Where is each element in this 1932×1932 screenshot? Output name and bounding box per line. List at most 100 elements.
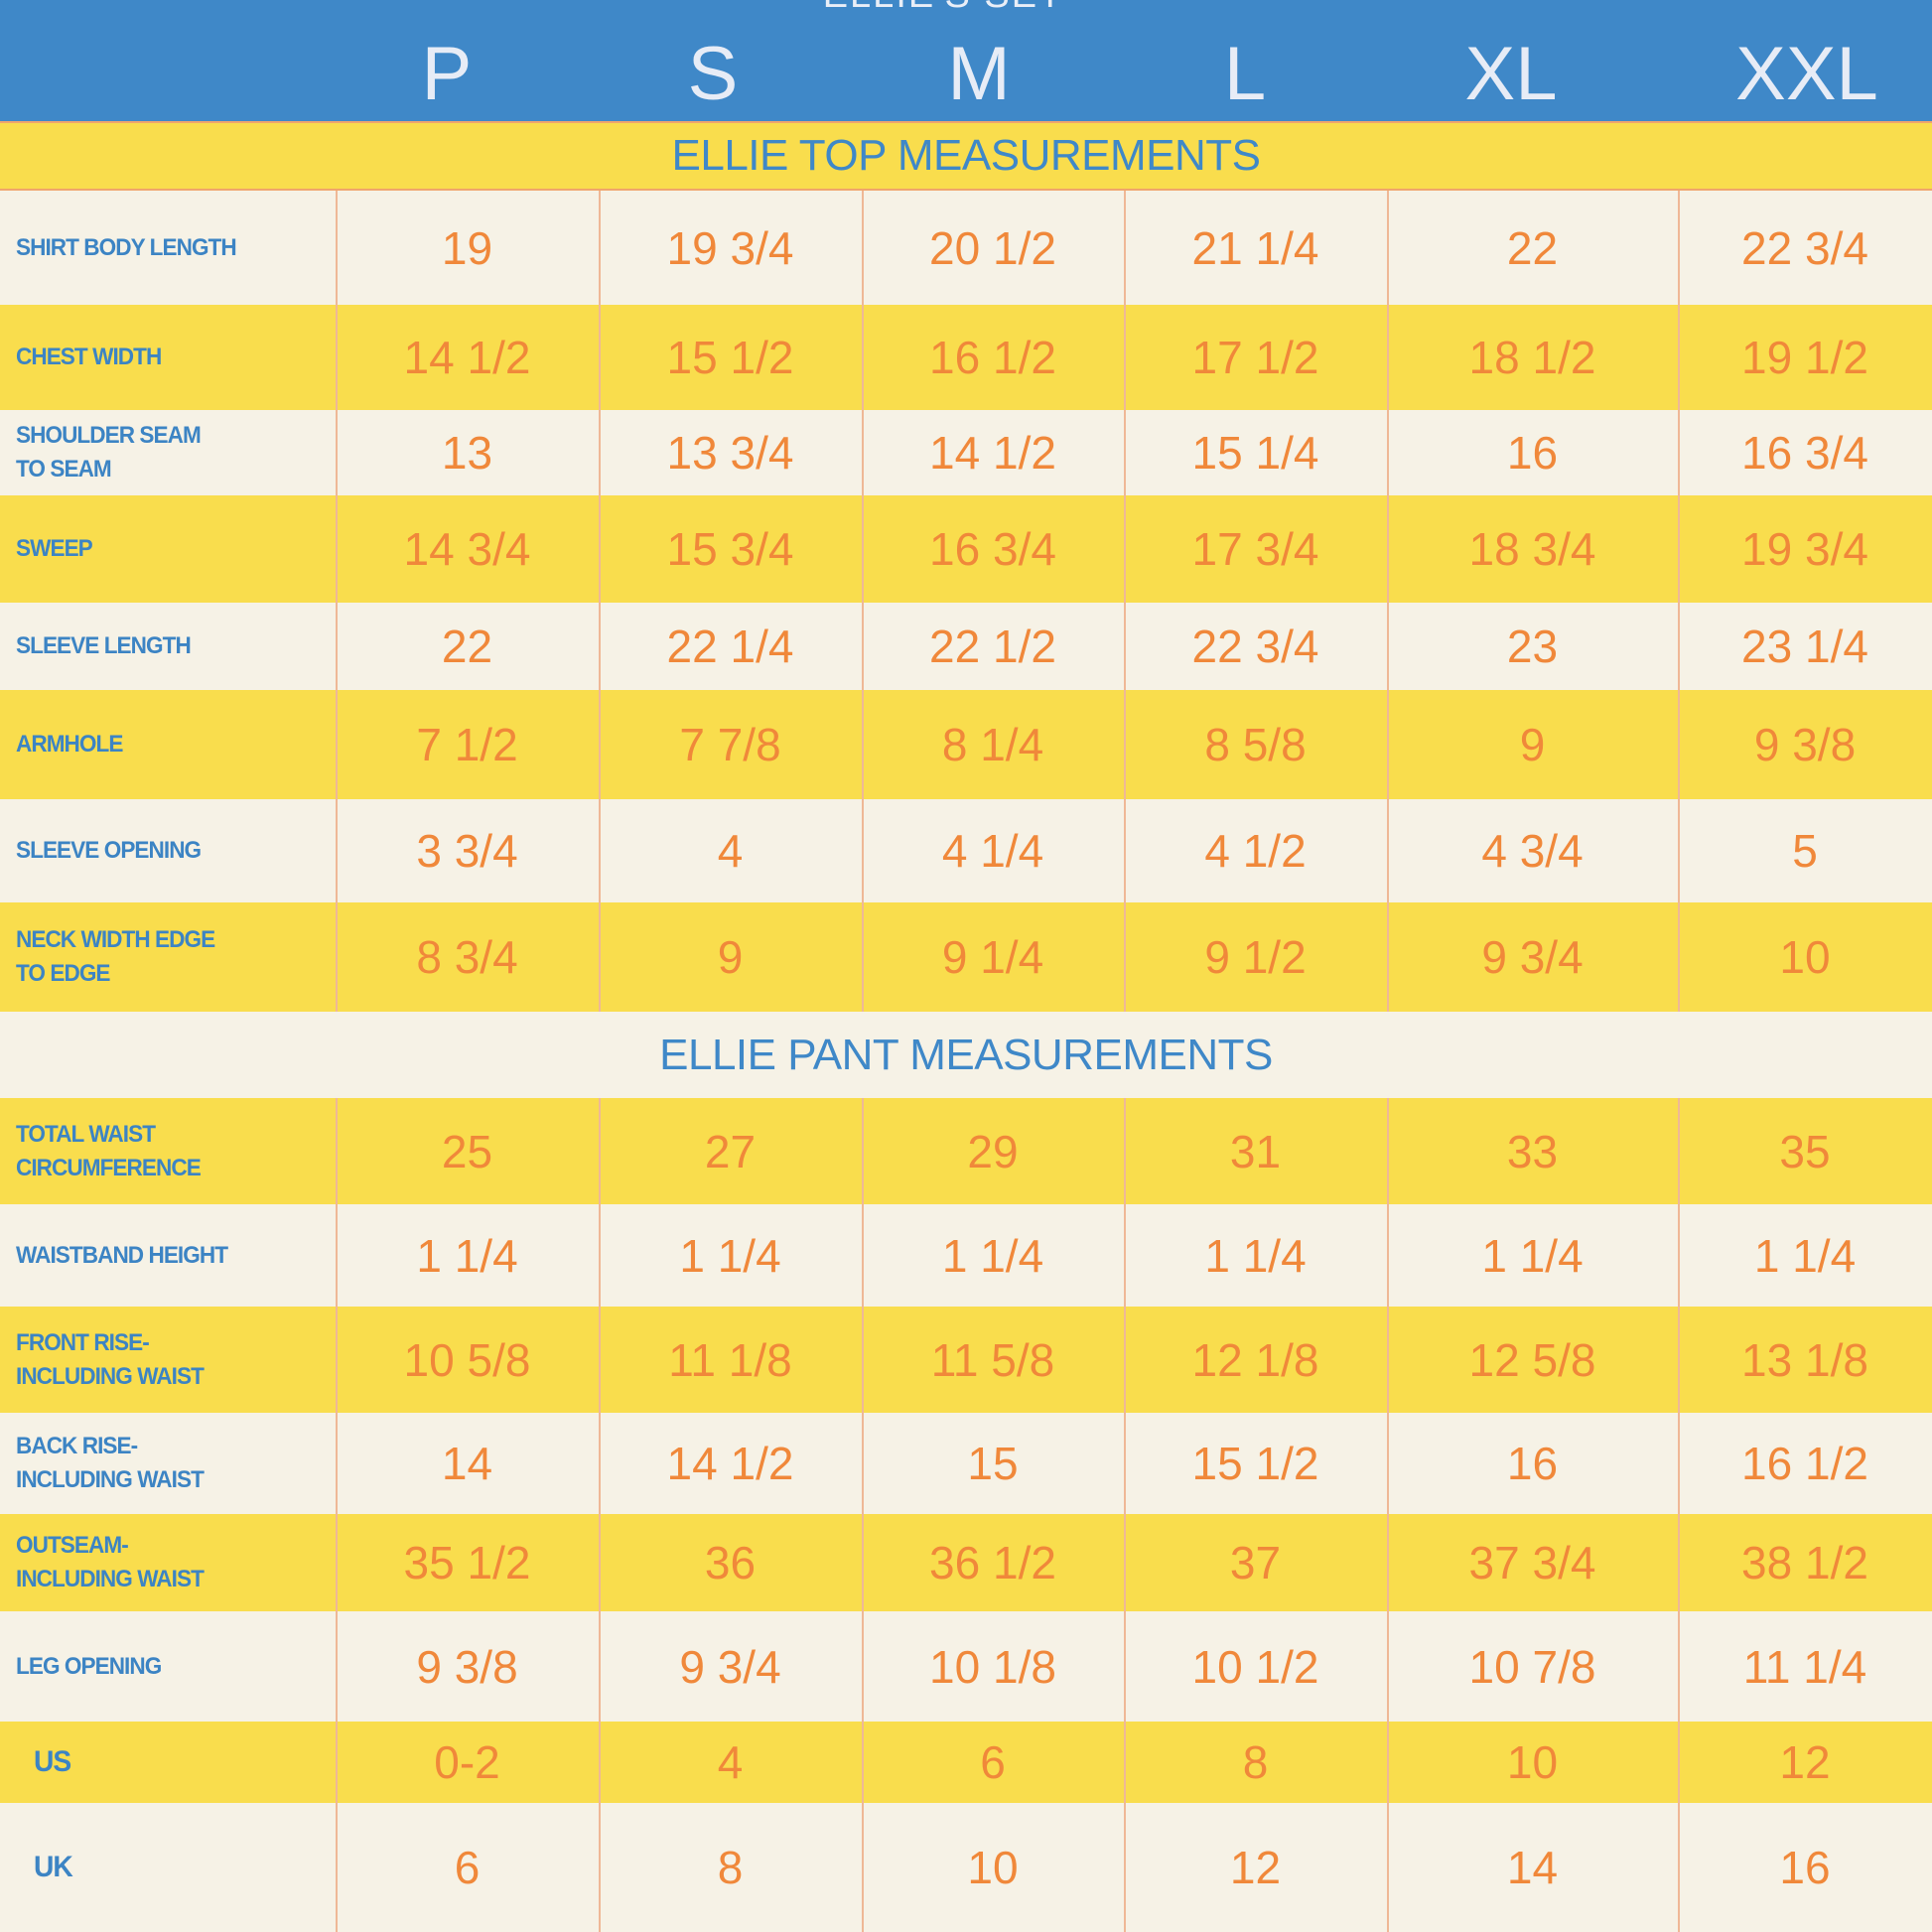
table-row: OUTSEAM- INCLUDING WAIST 35 1/2 36 36 1/2 37… [0, 1514, 1932, 1611]
column-divider [1124, 1098, 1126, 1932]
measurement-cell: 36 [704, 1537, 757, 1588]
measurement-cell: 4 1/2 [1204, 825, 1307, 877]
measurement-cell: 12 5/8 [1468, 1333, 1596, 1386]
table-row: SHIRT BODY LENGTH 19 19 3/4 20 1/2 21 1/4 22 2… [0, 191, 1932, 305]
measurement-cell: 1 1/4 [1481, 1229, 1584, 1282]
measurement-cell: 11 1/8 [668, 1333, 792, 1386]
row-label: SWEEP [16, 535, 93, 562]
measurement-cell: 11 5/8 [930, 1333, 1055, 1386]
row-label: ARMHOLE [16, 731, 123, 758]
measurement-cell: 15 [967, 1438, 1019, 1489]
measurement-cell: 22 3/4 [1741, 221, 1868, 274]
measurement-cell: 36 1/2 [929, 1537, 1056, 1588]
measurement-cell: 4 [717, 825, 744, 877]
measurement-cell: 22 1/2 [929, 621, 1056, 672]
size-header: ELLIE'S SET P S M L XL XXL [0, 0, 1932, 121]
measurement-cell: 19 [441, 221, 493, 274]
measurement-cell: 13 [441, 427, 493, 479]
measurement-cell: 9 1/4 [941, 931, 1044, 983]
measurement-cell: 9 3/4 [679, 1640, 781, 1693]
measurement-cell: 1 1/4 [1204, 1229, 1307, 1282]
measurement-cell: 4 3/4 [1481, 825, 1584, 877]
table-row: SHOULDER SEAM TO SEAM 13 13 3/4 14 1/2 15 1/… [0, 410, 1932, 495]
measurement-cell: 9 1/2 [1204, 931, 1307, 983]
measurement-cell: 17 1/2 [1191, 332, 1319, 383]
measurement-cell: 37 [1229, 1537, 1282, 1588]
measurement-cell: 1 1/4 [941, 1229, 1044, 1282]
measurement-cell: 37 3/4 [1468, 1537, 1596, 1588]
measurement-cell: 9 3/8 [416, 1640, 518, 1693]
measurement-cell: 31 [1229, 1125, 1282, 1177]
table-row: TOTAL WAIST CIRCUMFERENCE 25 27 29 31 33 35 [0, 1098, 1932, 1204]
measurement-cell: 13 3/4 [666, 427, 794, 479]
measurement-cell: 9 3/8 [1753, 719, 1857, 770]
column-divider [336, 191, 338, 1012]
table-row: UK 6 8 10 12 14 16 [0, 1803, 1932, 1932]
measurement-cell: 16 3/4 [929, 523, 1056, 575]
measurement-cell: 16 1/2 [929, 332, 1056, 383]
measurement-cell: 22 1/4 [666, 621, 794, 672]
table-row: SWEEP 14 3/4 15 3/4 16 3/4 17 3/4 18 3/4 19 3/… [0, 495, 1932, 603]
measurement-cell: 10 [967, 1842, 1019, 1893]
row-label: FRONT RISE- INCLUDING WAIST [16, 1328, 205, 1390]
measurement-cell: 16 1/2 [1741, 1438, 1868, 1489]
measurement-cell: 9 [717, 931, 744, 983]
table-row: SLEEVE LENGTH 22 22 1/4 22 1/2 22 3/4 23 23 1/… [0, 603, 1932, 690]
measurement-cell: 18 3/4 [1468, 523, 1596, 575]
measurement-cell: 19 1/2 [1741, 332, 1868, 383]
measurement-cell: 14 1/2 [929, 427, 1056, 479]
measurement-cell: 5 [1792, 825, 1818, 877]
measurement-cell: 23 [1506, 621, 1559, 672]
measurement-cell: 6 [454, 1842, 481, 1893]
measurement-cell: 15 1/2 [666, 332, 794, 383]
measurement-cell: 9 3/4 [1481, 931, 1584, 983]
measurement-cell: 12 [1229, 1842, 1282, 1893]
measurement-cell: 1 1/4 [1753, 1229, 1857, 1282]
column-divider [1678, 191, 1680, 1012]
measurement-cell: 19 3/4 [1741, 523, 1868, 575]
column-divider [599, 191, 601, 1012]
column-divider [862, 191, 864, 1012]
table-row: BACK RISE- INCLUDING WAIST 14 14 1/2 15 15 1… [0, 1413, 1932, 1514]
table-row: WAISTBAND HEIGHT 1 1/4 1 1/4 1 1/4 1 1/4 1 1/… [0, 1204, 1932, 1307]
size-column-header: P [421, 32, 473, 116]
table-row: US 0-2 4 6 8 10 12 [0, 1722, 1932, 1803]
measurement-cell: 29 [967, 1125, 1019, 1177]
measurement-cell: 33 [1506, 1125, 1559, 1177]
column-divider [862, 1098, 864, 1932]
measurement-cell: 16 [1779, 1842, 1831, 1893]
column-divider [599, 1098, 601, 1932]
measurement-cell: 10 7/8 [1468, 1640, 1596, 1693]
measurement-cell: 22 [441, 621, 493, 672]
divider-line [0, 121, 1932, 123]
measurement-cell: 10 1/8 [929, 1640, 1056, 1693]
measurement-cell: 10 [1506, 1736, 1559, 1788]
row-label: LEG OPENING [16, 1652, 162, 1680]
measurement-cell: 16 [1506, 1438, 1559, 1489]
row-label: BACK RISE- INCLUDING WAIST [16, 1433, 205, 1493]
measurement-cell: 14 [1506, 1842, 1559, 1893]
row-label: NECK WIDTH EDGE TO EDGE [16, 926, 215, 987]
measurement-cell: 6 [980, 1736, 1006, 1788]
measurement-cell: 7 1/2 [416, 719, 518, 770]
chart-title: ELLIE'S SET [695, 0, 1191, 17]
measurement-cell: 35 1/2 [403, 1537, 531, 1588]
measurement-cell: 14 [441, 1438, 493, 1489]
measurement-cell: 10 5/8 [403, 1333, 531, 1386]
row-label: SHIRT BODY LENGTH [16, 233, 237, 261]
measurement-cell: 4 1/4 [941, 825, 1044, 877]
measurement-cell: 21 1/4 [1191, 221, 1319, 274]
measurement-cell: 14 1/2 [403, 332, 531, 383]
row-label: US [34, 1745, 71, 1778]
table-row: ARMHOLE 7 1/2 7 7/8 8 1/4 8 5/8 9 9 3/8 [0, 690, 1932, 799]
measurement-cell: 19 3/4 [666, 221, 794, 274]
row-label: OUTSEAM- INCLUDING WAIST [16, 1532, 205, 1592]
measurement-cell: 15 3/4 [666, 523, 794, 575]
measurement-cell: 16 [1506, 427, 1559, 479]
measurement-cell: 7 7/8 [679, 719, 781, 770]
row-label: SLEEVE LENGTH [16, 632, 192, 659]
table-row: CHEST WIDTH 14 1/2 15 1/2 16 1/2 17 1/2 18 1/… [0, 305, 1932, 410]
measurement-cell: 8 [717, 1842, 744, 1893]
measurement-cell: 20 1/2 [929, 221, 1056, 274]
